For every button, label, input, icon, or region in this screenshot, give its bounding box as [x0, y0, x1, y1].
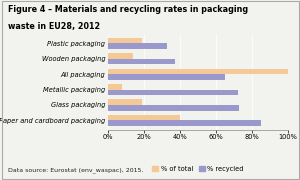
Text: waste in EU28, 2012: waste in EU28, 2012 [8, 22, 100, 31]
Bar [108, 90, 238, 95]
Bar [108, 120, 261, 126]
Bar [108, 38, 142, 43]
Legend: % of total, % recycled: % of total, % recycled [150, 163, 246, 175]
Bar [108, 74, 225, 80]
Bar [108, 99, 142, 105]
Bar [108, 105, 239, 111]
Bar [108, 53, 133, 59]
Text: Data source: Eurostat (env_waspac), 2015.: Data source: Eurostat (env_waspac), 2015… [8, 167, 143, 173]
Bar [108, 59, 175, 64]
Bar [108, 69, 288, 74]
Bar [108, 84, 122, 90]
Bar [108, 43, 167, 49]
Text: Figure 4 – Materials and recycling rates in packaging: Figure 4 – Materials and recycling rates… [8, 5, 247, 14]
Bar [108, 115, 180, 120]
